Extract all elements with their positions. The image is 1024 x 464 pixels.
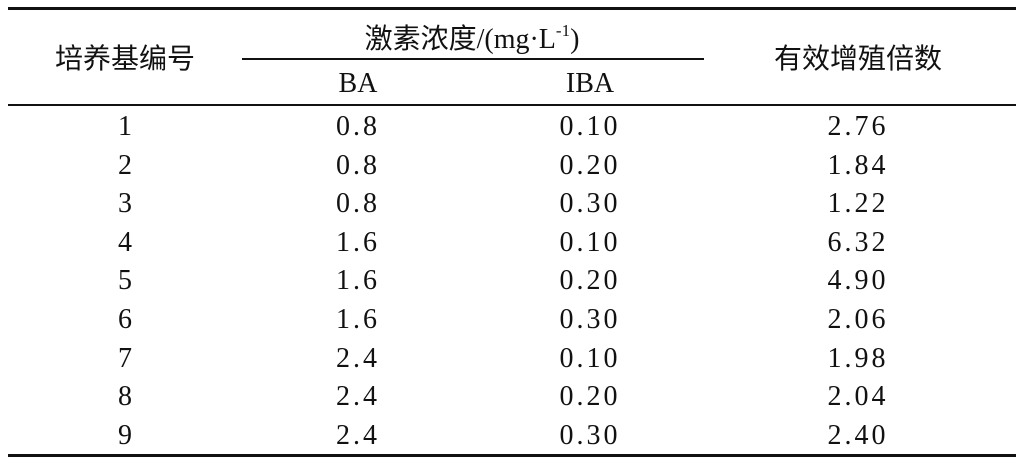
header-rule xyxy=(8,104,1016,106)
table-cell: 1 xyxy=(118,111,132,142)
table-cell: 2.06 xyxy=(827,304,889,335)
header-cell: BA xyxy=(338,68,378,99)
table-cell: 1.6 xyxy=(336,304,380,335)
table-cell: 4 xyxy=(118,226,132,258)
table-cell: 2.76 xyxy=(827,111,889,142)
table-cell: 9 xyxy=(118,419,132,451)
group-rule xyxy=(242,58,704,60)
header-text: 激素浓度/(mg·L xyxy=(364,24,556,55)
header-cell: 有效增殖倍数 xyxy=(773,44,943,75)
table-cell: 0.10 xyxy=(559,226,621,258)
table-cell: 1.84 xyxy=(827,149,889,181)
table-cell: 0.8 xyxy=(336,149,380,181)
table-cell: 5 xyxy=(118,265,132,297)
header-cell: IBA xyxy=(565,68,615,99)
table-cell: 1.98 xyxy=(827,342,889,374)
table-cell: 0.8 xyxy=(336,188,380,220)
table-cell: 2.40 xyxy=(827,419,889,451)
header-superscript: -1 xyxy=(555,21,571,40)
table-cell: 0.20 xyxy=(559,149,621,181)
table-cell: 1.6 xyxy=(336,226,380,258)
table-cell: 2 xyxy=(118,149,132,181)
table-cell: 0.10 xyxy=(559,111,621,142)
table-cell: 2.4 xyxy=(336,342,380,374)
table-cell: 2.4 xyxy=(336,419,380,451)
table-cell: 1.6 xyxy=(336,265,380,297)
table-cell: 0.30 xyxy=(559,304,621,335)
bottom-rule xyxy=(8,454,1016,457)
table-cell: 8 xyxy=(118,381,132,413)
table-cell: 4.90 xyxy=(827,265,889,297)
header-group: 激素浓度/(mg·L-1) xyxy=(365,22,580,54)
table-cell: 3 xyxy=(118,188,132,220)
table-cell: 0.20 xyxy=(559,381,621,413)
table-cell: 6 xyxy=(118,304,132,335)
table-cell: 2.04 xyxy=(827,381,889,413)
table-cell: 0.10 xyxy=(559,342,621,374)
table-cell: 1.22 xyxy=(827,188,889,220)
table-cell: 6.32 xyxy=(827,226,889,258)
header-cell: 培养基编号 xyxy=(54,44,196,75)
header-text: ) xyxy=(570,24,580,55)
table-cell: 7 xyxy=(118,342,132,374)
table-cell: 2.4 xyxy=(336,381,380,413)
table-cell: 0.20 xyxy=(559,265,621,297)
top-rule xyxy=(8,7,1016,10)
table-cell: 0.8 xyxy=(336,111,380,142)
table-cell: 0.30 xyxy=(559,419,621,451)
table-cell: 0.30 xyxy=(559,188,621,220)
